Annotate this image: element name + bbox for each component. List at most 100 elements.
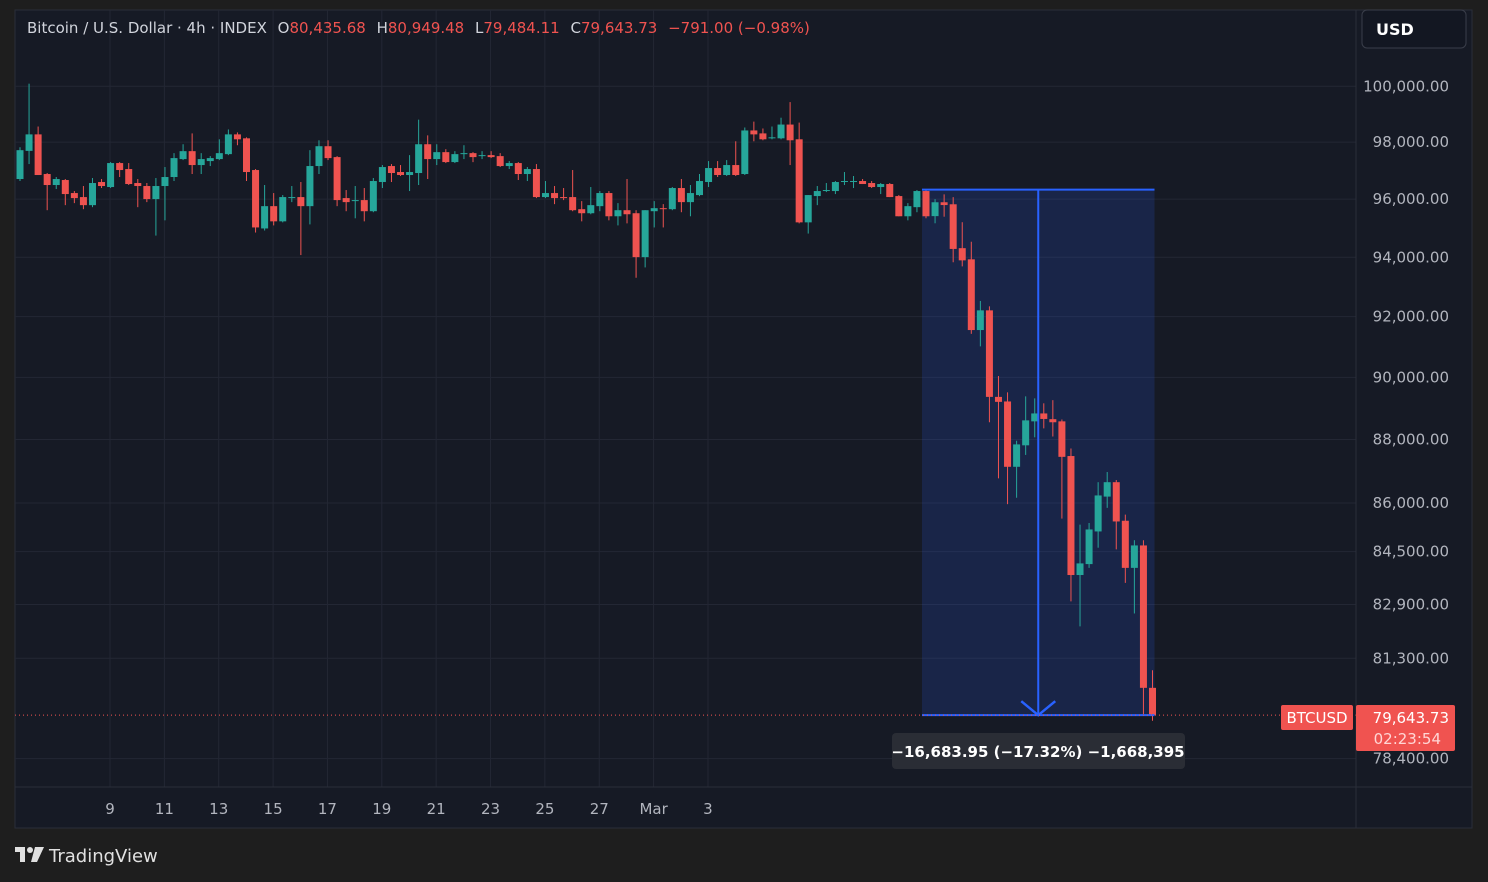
- price-tick-label: 94,000.00: [1373, 248, 1449, 266]
- price-tick-label: 82,900.00: [1373, 595, 1449, 613]
- candle-body: [98, 182, 106, 187]
- candle-body: [578, 209, 586, 214]
- candle-down: [732, 141, 740, 177]
- candle-up: [478, 151, 486, 160]
- candle-up: [378, 165, 386, 189]
- candle-body: [551, 193, 559, 199]
- candle-up: [904, 203, 912, 221]
- candle-body: [949, 204, 957, 249]
- candle-down: [659, 204, 667, 228]
- candle-up: [369, 178, 377, 213]
- candle-body: [632, 213, 640, 258]
- candle-body: [985, 310, 993, 397]
- close-value: 79,643.73: [581, 19, 657, 37]
- candle-up: [587, 187, 595, 215]
- candle-up: [1094, 482, 1102, 548]
- candle-body: [505, 163, 513, 167]
- candle-body: [197, 159, 205, 166]
- candle-down: [1004, 392, 1012, 505]
- time-axis[interactable]: 9 11 13 15 17 19 21 23 25 27 Mar 3: [105, 800, 713, 818]
- candle-down: [578, 201, 586, 222]
- candle-body: [270, 206, 278, 222]
- candle-down: [514, 162, 522, 181]
- candle-body: [750, 130, 758, 135]
- candle-body: [496, 156, 504, 167]
- candle-down: [868, 181, 876, 189]
- time-tick-label: 23: [481, 800, 500, 818]
- price-axis[interactable]: 100,000.00 98,000.00 96,000.00 94,000.00 92,…: [1363, 77, 1449, 767]
- tradingview-logo[interactable]: TradingView: [15, 846, 158, 867]
- change-value: −791.00 (−0.98%): [668, 19, 810, 37]
- candle-body: [52, 179, 60, 186]
- candle-up: [804, 195, 812, 234]
- candle-up: [723, 160, 731, 177]
- candle-down: [940, 194, 948, 217]
- candle-up: [161, 167, 169, 221]
- price-tick-label: 88,000.00: [1373, 431, 1449, 449]
- candle-body: [1004, 401, 1012, 467]
- candle-down: [1040, 403, 1048, 429]
- candle-up: [52, 177, 60, 190]
- candle-body: [994, 396, 1002, 402]
- candle-down: [623, 179, 631, 224]
- candle-body: [623, 210, 631, 215]
- candle-down: [1139, 540, 1147, 715]
- candle-body: [70, 193, 78, 199]
- candle-body: [387, 166, 395, 174]
- candle-body: [16, 150, 24, 180]
- candle-down: [1112, 479, 1120, 550]
- time-tick-label: 9: [105, 800, 115, 818]
- candle-body: [88, 183, 96, 206]
- candle-body: [1149, 687, 1156, 716]
- candle-up: [650, 201, 658, 228]
- candle-up: [705, 161, 713, 188]
- candle-up: [460, 145, 468, 160]
- candle-body: [786, 124, 794, 141]
- candle-body: [1022, 420, 1030, 446]
- price-tick-label: 86,000.00: [1373, 494, 1449, 512]
- candle-body: [1067, 456, 1075, 576]
- candle-body: [686, 193, 694, 203]
- candle-down: [795, 122, 803, 224]
- candle-down: [949, 197, 957, 263]
- tradingview-wordmark: TradingView: [48, 846, 158, 867]
- candle-down: [324, 140, 332, 161]
- candle-up: [614, 203, 622, 226]
- candle-down: [34, 126, 42, 176]
- candle-body: [831, 182, 839, 192]
- low-value: 79,484.11: [483, 19, 559, 37]
- candle-body: [243, 138, 250, 173]
- candle-up: [768, 126, 776, 140]
- candle-body: [25, 134, 33, 151]
- candle-down: [243, 137, 250, 182]
- candle-down: [116, 162, 124, 178]
- candle-up: [668, 187, 676, 211]
- candle-down: [958, 222, 966, 267]
- candle-down: [759, 128, 767, 141]
- candle-down: [886, 183, 894, 198]
- candle-down: [79, 186, 87, 210]
- candle-up: [451, 151, 459, 164]
- candle-up: [1013, 440, 1021, 498]
- time-tick-label: 19: [372, 800, 391, 818]
- candle-body: [795, 139, 803, 223]
- candle-body: [306, 166, 314, 207]
- candle-body: [478, 155, 486, 157]
- currency-button[interactable]: USD: [1361, 9, 1467, 49]
- candle-up: [206, 156, 214, 167]
- candle-body: [714, 168, 722, 176]
- candle-down: [532, 164, 540, 199]
- time-tick-label: 15: [264, 800, 283, 818]
- candle-up: [288, 186, 296, 203]
- candle-up: [1103, 472, 1111, 508]
- candle-body: [360, 200, 368, 212]
- candle-up: [931, 199, 939, 224]
- high-label: H: [377, 19, 388, 37]
- candle-body: [43, 174, 51, 186]
- candle-up: [16, 147, 24, 182]
- candle-down: [967, 241, 975, 334]
- candle-body: [152, 186, 160, 200]
- candle-up: [261, 185, 269, 231]
- price-tick-label: 81,300.00: [1373, 649, 1449, 667]
